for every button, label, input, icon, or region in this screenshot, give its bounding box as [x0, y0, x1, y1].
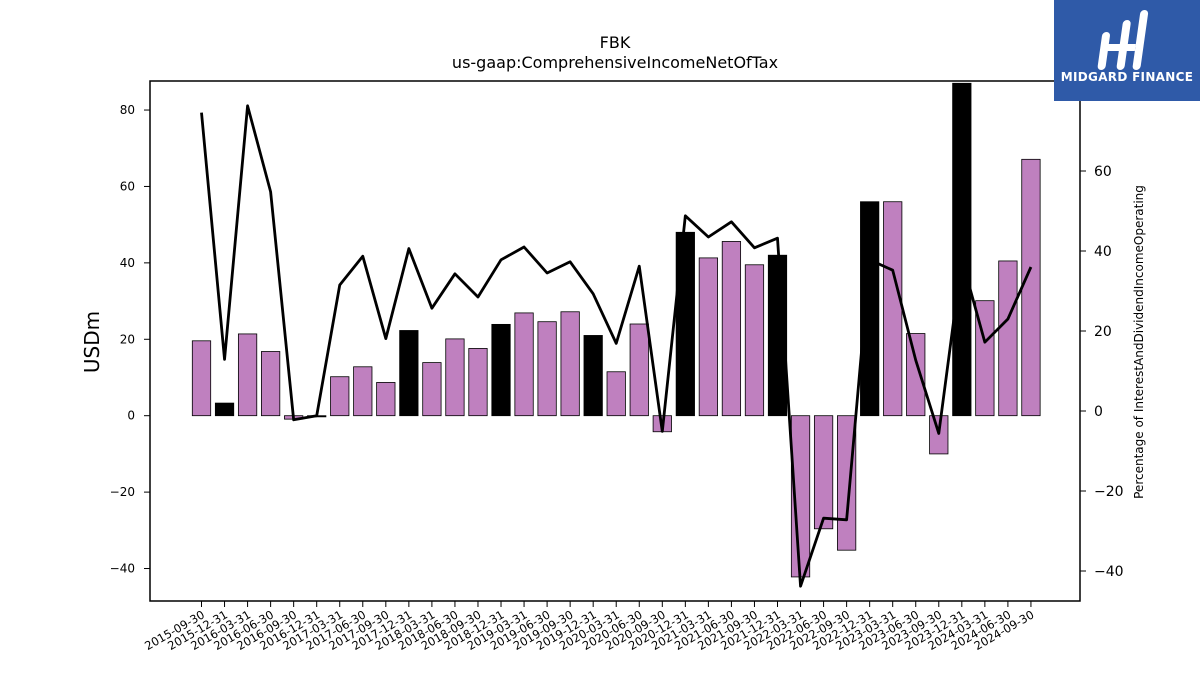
- bar: [813, 415, 834, 530]
- bar: [860, 201, 880, 417]
- bar: [583, 335, 603, 417]
- y2-tick-label: −40: [1094, 564, 1124, 580]
- bar: [399, 330, 419, 417]
- bars-layer: [191, 82, 1041, 578]
- y-tick-label: 60: [120, 179, 135, 193]
- y-tick-label: −40: [110, 562, 135, 576]
- series-line: [200, 104, 1033, 588]
- chart-title: FBK: [600, 33, 631, 52]
- bar: [606, 371, 626, 417]
- y-tick-label: 20: [120, 332, 135, 346]
- bar: [491, 323, 511, 417]
- bar: [445, 338, 465, 417]
- bar: [514, 312, 534, 417]
- y2-tick-label: 20: [1094, 324, 1112, 340]
- bar: [998, 260, 1018, 417]
- bar: [537, 321, 557, 417]
- bar: [744, 264, 765, 417]
- brand-logo: MIDGARD FINANCE: [1054, 0, 1200, 101]
- logo-text: MIDGARD FINANCE: [1060, 70, 1194, 84]
- bar: [560, 311, 580, 417]
- bar: [261, 351, 281, 417]
- y-tick-label: −20: [110, 485, 135, 499]
- y-axis-label: USDm: [80, 311, 104, 373]
- bar: [837, 415, 857, 551]
- y2-tick-label: 0: [1094, 404, 1103, 420]
- bar: [1021, 158, 1041, 417]
- bar: [929, 415, 949, 455]
- plot-frame: [149, 80, 1081, 602]
- bar: [422, 362, 442, 417]
- bar: [468, 348, 488, 417]
- bar: [376, 382, 396, 417]
- y2-tick-label: −20: [1094, 484, 1124, 500]
- bar: [237, 333, 258, 417]
- y-tick-label: 0: [127, 409, 135, 423]
- axes-layer: −40−20020406080−40−2002040602015-09-3020…: [110, 103, 1124, 653]
- y-tick-label: 80: [120, 103, 135, 117]
- bar: [629, 323, 649, 417]
- bar: [721, 241, 742, 417]
- bar: [330, 376, 350, 417]
- bar: [883, 201, 903, 417]
- bar: [214, 402, 235, 417]
- bar: [353, 366, 373, 417]
- bar: [906, 333, 926, 417]
- y2-tick-label: 40: [1094, 244, 1112, 260]
- bar: [698, 257, 718, 417]
- bar: [952, 82, 972, 417]
- midgard-logo-icon: [1097, 10, 1149, 70]
- y2-tick-label: 60: [1094, 164, 1112, 180]
- chart-subtitle: us-gaap:ComprehensiveIncomeNetOfTax: [452, 53, 778, 72]
- line-layer: [200, 104, 1033, 588]
- y-tick-label: 40: [120, 256, 135, 270]
- y2-axis-label: Percentage of InterestAndDividendIncomeO…: [1132, 185, 1146, 499]
- bar: [675, 231, 695, 417]
- bar: [191, 340, 212, 417]
